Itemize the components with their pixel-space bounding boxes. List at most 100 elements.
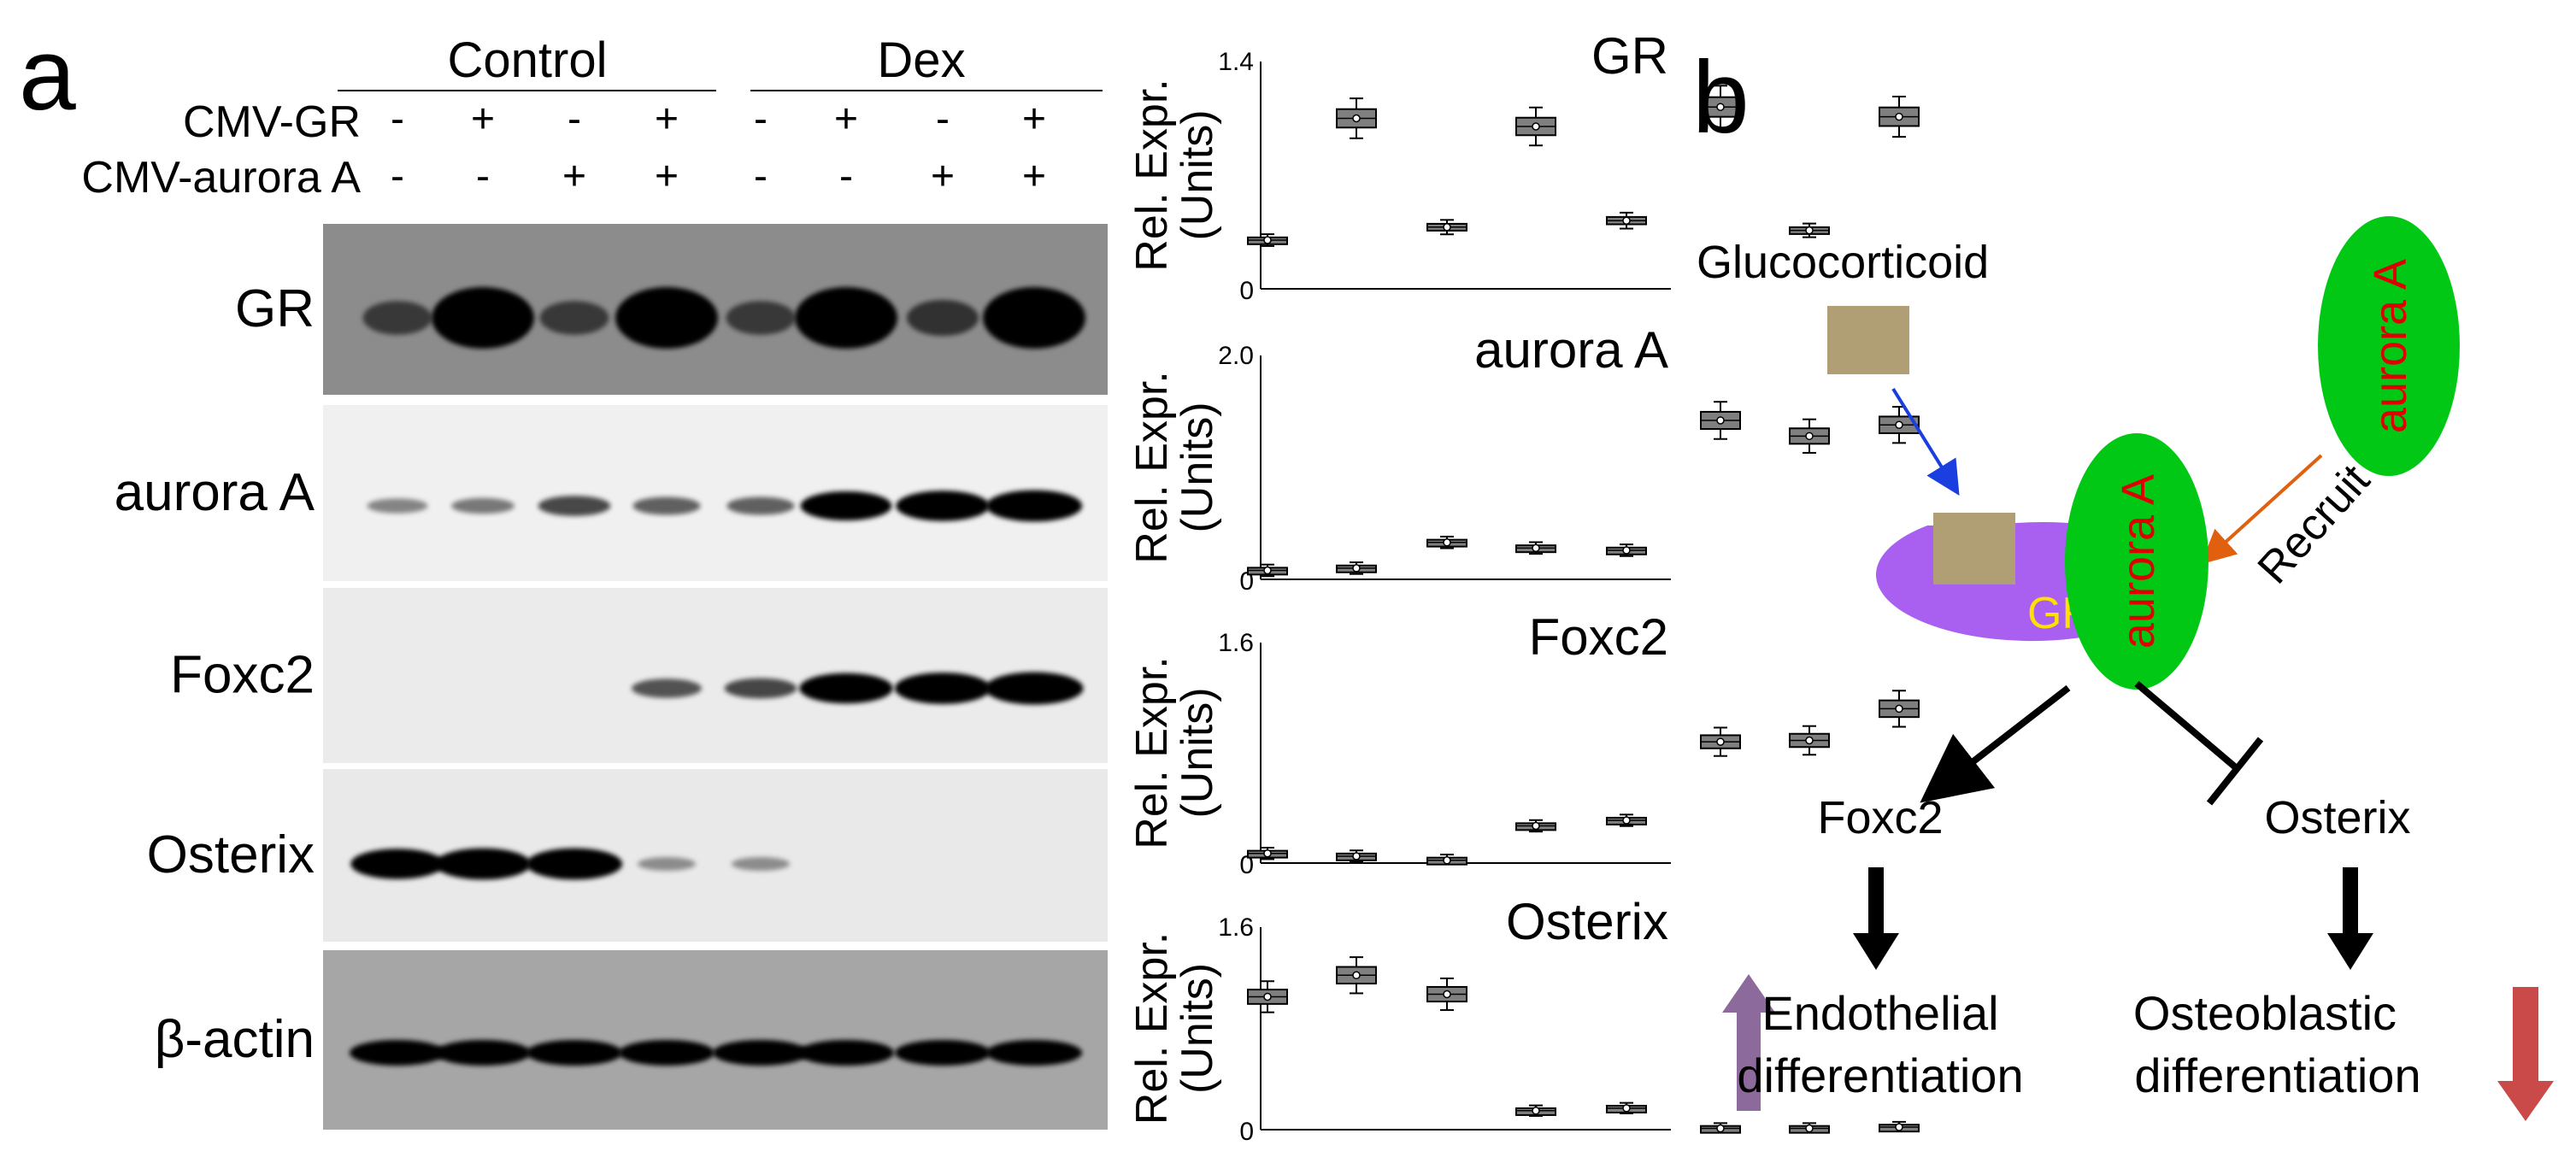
sign-cmv_gr-4: - xyxy=(754,97,768,142)
chart-0-ytick-top: 1.4 xyxy=(1218,48,1254,76)
decrease-arrow-icon xyxy=(2497,987,2554,1121)
chart-2-ylabel-line1: Rel. Expr. xyxy=(1127,656,1177,849)
sign-cmv_gr-1: + xyxy=(471,97,495,142)
chart-1-mean-0 xyxy=(1263,566,1272,575)
chart-2-ytick-top: 1.6 xyxy=(1218,629,1254,657)
blot-label-4: β-actin xyxy=(155,1010,315,1069)
chart-0-mean-1 xyxy=(1352,114,1361,123)
band-2-5 xyxy=(799,672,893,704)
chart-2-mean-4 xyxy=(1622,816,1631,825)
endothelial-line1: Endothelial xyxy=(1761,986,1998,1040)
recruit-arrow-orange xyxy=(2201,454,2323,565)
band-4-5 xyxy=(797,1040,895,1066)
sign-cmv_aurora-2: + xyxy=(562,154,586,199)
band-0-7 xyxy=(983,287,1085,349)
band-3-3 xyxy=(637,857,697,871)
band-1-1 xyxy=(451,497,515,514)
sign-cmv_aurora-0: - xyxy=(391,154,404,199)
band-0-5 xyxy=(795,287,897,349)
sign-cmv_gr-2: - xyxy=(568,97,581,142)
sign-cmv_gr-6: - xyxy=(936,97,950,142)
band-3-2 xyxy=(526,848,623,880)
chart-2-mean-1 xyxy=(1352,852,1361,860)
chart-1-mean-5 xyxy=(1716,416,1725,425)
chart-0-mean-0 xyxy=(1263,236,1272,244)
chart-0-mean-4 xyxy=(1622,216,1631,225)
aurora-a-label-top: aurora A xyxy=(2365,259,2416,433)
chart-3-mean-5 xyxy=(1716,1124,1725,1133)
chart-3-mean-6 xyxy=(1805,1124,1814,1133)
western-blots: GR aurora A Foxc2 Osterix β-actin xyxy=(115,224,1108,1130)
blot-label-2: Foxc2 xyxy=(170,646,315,705)
band-2-3 xyxy=(632,678,702,698)
blot-4-background xyxy=(323,950,1108,1130)
chart-2-mean-6 xyxy=(1805,736,1814,745)
chart-1-mean-6 xyxy=(1805,432,1814,441)
group-label-dex: Dex xyxy=(877,32,965,88)
chart-2-mean-3 xyxy=(1532,821,1540,831)
band-4-1 xyxy=(434,1040,532,1066)
treatment-signs: - + - + - + - + - - + + - - + + xyxy=(391,97,1046,199)
chart-3-ylabel-line2: (Units) xyxy=(1173,963,1222,1094)
chart-1-ylabel-line1: Rel. Expr. xyxy=(1127,371,1177,563)
band-4-2 xyxy=(526,1040,623,1066)
chart-1-mean-7 xyxy=(1895,420,1903,429)
sign-cmv_gr-3: + xyxy=(655,97,679,142)
band-2-7 xyxy=(985,672,1084,705)
band-3-4 xyxy=(731,857,791,871)
band-1-2 xyxy=(538,496,611,516)
band-0-0 xyxy=(362,301,432,335)
blot-3-background xyxy=(323,769,1108,942)
band-2-4 xyxy=(724,678,797,699)
chart-1-mean-2 xyxy=(1443,538,1451,547)
band-1-6 xyxy=(896,490,990,521)
band-1-4 xyxy=(726,496,795,515)
chart-2-mean-7 xyxy=(1895,704,1903,714)
glucocorticoid-label: Glucocorticoid xyxy=(1697,237,1989,288)
panel-b-label: b xyxy=(1692,40,1750,155)
chart-1-title: aurora A xyxy=(1474,321,1668,379)
down-arrowhead-endothelial xyxy=(1853,933,1899,970)
binding-arrow-blue xyxy=(1891,387,1960,496)
band-1-5 xyxy=(800,490,892,521)
blot-2-background xyxy=(323,588,1108,763)
band-1-3 xyxy=(632,496,701,515)
blot-label-0: GR xyxy=(235,279,315,338)
band-0-2 xyxy=(539,301,609,335)
aurora-a-label-complex: aurora A xyxy=(2113,474,2164,649)
down-arrowhead-osteoblastic xyxy=(2327,933,2373,970)
chart-2-mean-5 xyxy=(1716,737,1725,746)
band-4-7 xyxy=(985,1040,1083,1066)
panel-a-label: a xyxy=(19,17,76,132)
band-4-3 xyxy=(618,1040,715,1066)
sign-cmv_gr-7: + xyxy=(1022,97,1046,142)
band-0-6 xyxy=(907,300,979,336)
chart-3-mean-4 xyxy=(1622,1104,1631,1113)
chart-0-mean-5 xyxy=(1716,103,1725,111)
endothelial-line2: differentiation xyxy=(1737,1048,2023,1102)
osteoblastic-line1: Osteoblastic xyxy=(2133,986,2397,1040)
gr-bound-ligand xyxy=(1933,513,2015,584)
band-0-3 xyxy=(615,287,718,349)
group-label-control: Control xyxy=(448,32,608,88)
chart-0-mean-6 xyxy=(1805,226,1814,235)
sign-cmv_aurora-6: + xyxy=(931,154,955,199)
band-1-7 xyxy=(985,490,1083,522)
chart-2-mean-2 xyxy=(1443,856,1451,865)
band-0-1 xyxy=(432,287,534,349)
band-4-0 xyxy=(349,1040,446,1066)
activation-arrow-foxc2 xyxy=(1920,684,2071,803)
chart-0-ytick-zero: 0 xyxy=(1239,277,1254,305)
sign-cmv_aurora-3: + xyxy=(655,154,679,199)
foxc2-label: Foxc2 xyxy=(1817,792,1943,843)
osterix-label: Osterix xyxy=(2264,792,2410,843)
chart-0-mean-3 xyxy=(1532,122,1540,131)
chart-3-mean-3 xyxy=(1532,1107,1540,1115)
band-3-1 xyxy=(434,848,532,880)
chart-1-ytick-top: 2.0 xyxy=(1218,342,1254,370)
band-2-6 xyxy=(894,672,991,704)
sign-cmv_aurora-7: + xyxy=(1022,154,1046,199)
aurora-a-ellipse-complex xyxy=(2065,433,2208,690)
